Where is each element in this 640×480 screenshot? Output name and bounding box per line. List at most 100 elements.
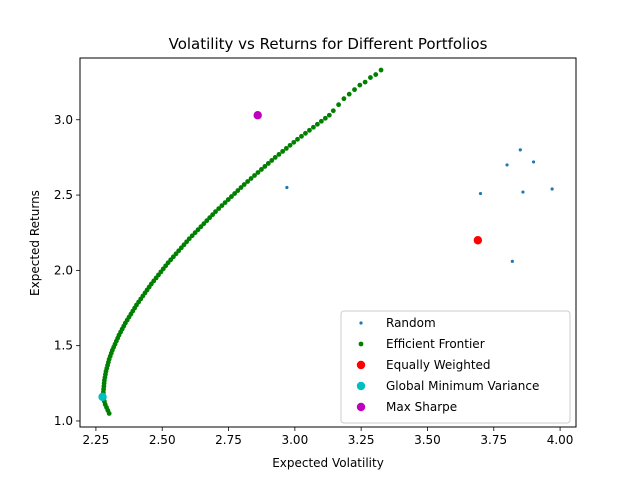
legend-label: Random [386, 316, 436, 330]
data-point [352, 87, 357, 93]
data-point [253, 111, 262, 120]
data-point [189, 233, 195, 239]
data-point [341, 96, 347, 102]
data-point [283, 145, 289, 151]
legend-marker [359, 321, 363, 325]
x-axis-ticks: 2.25 2.50 2.75 3.00 3.25 3.50 3.75 4.00 [83, 427, 574, 447]
legend-marker [356, 360, 366, 370]
data-point [330, 108, 336, 114]
data-point [201, 221, 207, 227]
data-point [238, 185, 244, 190]
data-point [505, 163, 509, 167]
data-point [186, 236, 192, 242]
data-point [478, 191, 483, 196]
series-global-minimum-variance [98, 392, 107, 402]
data-point [531, 160, 536, 164]
data-point [326, 112, 332, 118]
data-point [550, 187, 554, 191]
axes-frame [79, 57, 577, 428]
data-point [198, 224, 204, 230]
data-point [98, 392, 107, 402]
legend-marker [358, 341, 364, 347]
x-tick-label: 2.50 [149, 433, 176, 447]
data-point [336, 102, 342, 108]
y-axis-ticks: 1.0 1.5 2.0 2.5 3.0 [54, 113, 80, 428]
y-tick-label: 1.0 [54, 414, 73, 428]
x-tick-label: 3.75 [480, 433, 507, 447]
y-tick-label: 2.0 [54, 263, 73, 277]
data-point [518, 148, 522, 152]
data-point [245, 179, 251, 184]
data-point [259, 167, 264, 172]
data-point [368, 75, 373, 80]
data-point [269, 158, 275, 163]
data-point [295, 136, 300, 142]
data-point [346, 91, 352, 97]
legend-label: Efficient Frontier [386, 337, 485, 351]
data-point [225, 197, 231, 202]
series-efficient-frontier [100, 67, 384, 416]
data-point [235, 188, 241, 193]
data-point [357, 82, 363, 88]
data-point [192, 230, 198, 236]
legend-label: Global Minimum Variance [386, 379, 539, 393]
x-tick-label: 3.00 [281, 433, 308, 447]
data-point [473, 236, 483, 245]
y-tick-label: 3.0 [54, 113, 73, 127]
series-random [285, 148, 554, 263]
data-point [280, 148, 286, 154]
data-point [216, 206, 222, 212]
data-point [303, 130, 308, 136]
data-point [510, 259, 514, 263]
x-axis-label: Expected Volatility [272, 456, 384, 470]
chart-marks [98, 67, 554, 416]
y-tick-label: 1.5 [54, 339, 73, 353]
legend-marker [356, 402, 366, 412]
data-point [311, 124, 316, 130]
x-tick-label: 2.75 [215, 433, 242, 447]
data-point [362, 79, 368, 85]
data-point [229, 194, 234, 199]
data-point [232, 191, 238, 196]
legend-label: Max Sharpe [386, 400, 457, 414]
data-point [291, 139, 297, 145]
data-point [314, 121, 320, 127]
y-axis-label: Expected Returns [28, 190, 42, 296]
data-point [222, 200, 228, 205]
y-tick-label: 2.5 [54, 188, 73, 202]
data-point [521, 190, 525, 194]
data-point [322, 115, 328, 121]
series-equally-weighted [473, 236, 483, 245]
data-point [285, 185, 289, 190]
data-point [265, 161, 271, 166]
data-point [252, 173, 257, 178]
legend: Random Efficient Frontier Equally Weighted… [340, 310, 571, 424]
data-point [210, 212, 216, 218]
data-point [204, 218, 210, 224]
data-point [255, 170, 261, 175]
chart-title: Volatility vs Returns for Different Port… [169, 35, 488, 53]
data-point [318, 118, 324, 124]
series-max-sharpe [253, 111, 262, 120]
data-point [207, 215, 213, 221]
plot-area: 2.25 2.50 2.75 3.00 3.25 3.50 3.75 4.00 1.0 1.5 2… [54, 57, 577, 447]
x-tick-label: 4.00 [547, 433, 574, 447]
data-point [262, 164, 268, 169]
data-point [219, 203, 225, 209]
data-point [272, 155, 278, 160]
legend-marker [356, 381, 366, 391]
data-point [195, 227, 201, 233]
x-tick-label: 3.25 [348, 433, 375, 447]
x-tick-label: 3.50 [414, 433, 441, 447]
data-point [307, 127, 312, 133]
data-point [287, 142, 293, 148]
legend-label: Equally Weighted [386, 358, 491, 372]
data-point [241, 182, 247, 187]
x-tick-label: 2.25 [83, 433, 110, 447]
data-point [373, 72, 379, 77]
data-point [276, 151, 282, 157]
data-point [378, 67, 384, 73]
data-point [213, 209, 218, 215]
data-point [299, 133, 304, 139]
